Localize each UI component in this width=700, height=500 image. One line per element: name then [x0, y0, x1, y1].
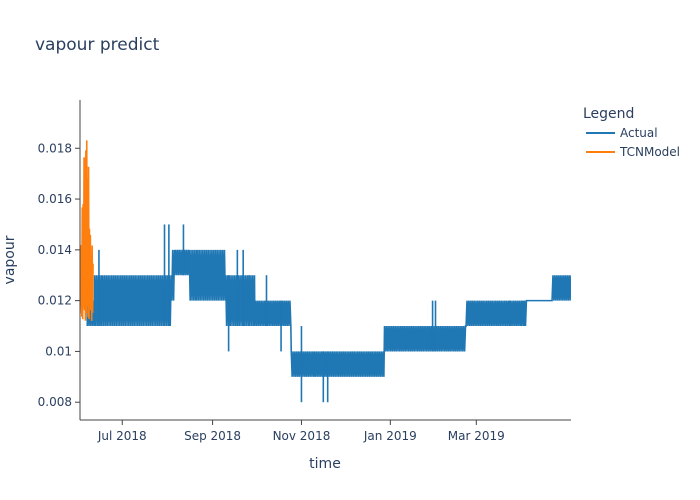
y-axis-title: vapour	[2, 235, 18, 284]
x-tick-label: Jan 2019	[363, 429, 417, 443]
y-tick-label: 0.01	[45, 344, 72, 358]
y-tick-label: 0.014	[38, 243, 72, 257]
legend-label-tcnmodel: TCNModel	[619, 145, 680, 159]
y-tick-label: 0.018	[38, 141, 72, 155]
y-tick-label: 0.008	[38, 395, 72, 409]
x-tick-label: Mar 2019	[448, 429, 505, 443]
legend-label-actual: Actual	[620, 126, 658, 140]
x-axis-title: time	[309, 456, 341, 472]
x-tick-label: Sep 2018	[184, 429, 241, 443]
y-tick-label: 0.012	[38, 294, 72, 308]
y-tick-label: 0.016	[38, 192, 72, 206]
series-layer	[80, 140, 571, 403]
plot-area	[80, 140, 571, 403]
legend-item-actual[interactable]: Actual	[586, 126, 658, 140]
chart-title: vapour predict	[35, 35, 160, 55]
series-actual-line	[80, 249, 571, 377]
series-tcnmodel-line	[80, 140, 94, 321]
legend-item-tcnmodel[interactable]: TCNModel	[586, 145, 680, 159]
x-tick-label: Jul 2018	[97, 429, 147, 443]
legend-title: Legend	[583, 106, 634, 122]
y-axis-ticks: 0.008 0.01 0.012 0.014 0.016 0.018	[38, 141, 80, 409]
x-tick-label: Nov 2018	[273, 429, 331, 443]
legend: Legend Actual TCNModel	[583, 106, 680, 159]
x-axis-ticks: Jul 2018 Sep 2018 Nov 2018 Jan 2019 Mar 2019	[97, 420, 505, 443]
